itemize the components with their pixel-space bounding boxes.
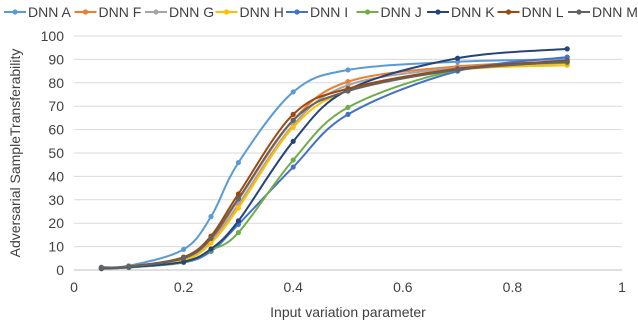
data-point-dnn-j (236, 230, 241, 235)
legend-label: DNN H (240, 4, 284, 20)
x-tick-label: 0.4 (283, 279, 303, 295)
y-tick-label: 100 (41, 28, 65, 44)
series-group (99, 46, 570, 271)
data-point-dnn-l (291, 112, 296, 117)
legend-item-dnn-f: DNN F (75, 4, 142, 20)
y-tick-label: 70 (48, 98, 64, 114)
legend-label: DNN J (381, 4, 422, 20)
data-point-dnn-k (565, 46, 570, 51)
y-tick-label: 20 (48, 215, 64, 231)
legend-swatch-marker (83, 9, 88, 14)
legend-label: DNN M (592, 4, 638, 20)
data-point-dnn-m (208, 236, 213, 241)
legend-label: DNN F (99, 4, 142, 20)
legend-item-dnn-a: DNN A (4, 4, 71, 20)
data-point-dnn-i (291, 164, 296, 169)
data-point-dnn-m (291, 118, 296, 123)
legend-swatch-marker (153, 9, 158, 14)
data-point-dnn-a (236, 160, 241, 165)
data-point-dnn-m (236, 196, 241, 201)
y-tick-label: 0 (56, 262, 64, 278)
legend-item-dnn-g: DNN G (145, 4, 214, 20)
series-line-dnn-i (101, 57, 567, 269)
x-tick-label: 0.2 (174, 279, 194, 295)
legend-item-dnn-h: DNN H (216, 4, 284, 20)
series-dnn-h (99, 63, 570, 271)
y-tick-label: 40 (48, 168, 64, 184)
data-point-dnn-j (291, 157, 296, 162)
data-point-dnn-a (345, 67, 350, 72)
data-point-dnn-k (208, 246, 213, 251)
legend-item-dnn-j: DNN J (357, 4, 422, 20)
x-axis-tick-labels: 0 0.2 0.4 0.6 0.8 1 (70, 279, 626, 295)
legend-label: DNN A (28, 4, 71, 20)
legend-label: DNN G (169, 4, 214, 20)
series-dnn-k (99, 46, 570, 271)
data-point-dnn-m (99, 265, 104, 270)
data-point-dnn-h (291, 125, 296, 130)
data-point-dnn-m (455, 67, 460, 72)
x-tick-label: 0.8 (503, 279, 523, 295)
y-tick-label: 80 (48, 75, 64, 91)
series-line-dnn-l (101, 61, 567, 268)
y-axis-title: Adversarial SampleTransferability (7, 49, 23, 258)
data-point-dnn-a (291, 89, 296, 94)
legend-item-dnn-k: DNN K (427, 4, 495, 20)
legend-item-dnn-l: DNN L (498, 4, 564, 20)
data-point-dnn-a (208, 214, 213, 219)
legend-swatch-marker (224, 9, 229, 14)
legend-swatch-marker (294, 9, 299, 14)
legend-swatch-marker (365, 9, 370, 14)
legend: DNN A DNN F DNN G DNN H DNN I DNN J DNN K DNN L… (4, 4, 638, 20)
data-point-dnn-h (236, 205, 241, 210)
data-point-dnn-m (565, 59, 570, 64)
legend-label: DNN K (451, 4, 495, 20)
legend-swatch-marker (435, 9, 440, 14)
y-tick-label: 30 (48, 192, 64, 208)
series-dnn-g (99, 59, 570, 271)
y-axis-tick-labels: 0 10 20 30 40 50 60 70 80 90 100 (41, 28, 65, 278)
data-point-dnn-k (455, 56, 460, 61)
x-tick-label: 0 (70, 279, 78, 295)
x-tick-label: 1 (618, 279, 626, 295)
legend-swatch-marker (506, 9, 511, 14)
data-point-dnn-j (345, 105, 350, 110)
data-point-dnn-k (236, 218, 241, 223)
data-point-dnn-m (181, 256, 186, 261)
legend-item-dnn-i: DNN I (286, 4, 348, 20)
y-tick-label: 10 (48, 239, 64, 255)
legend-label: DNN I (310, 4, 348, 20)
series-line-dnn-j (101, 63, 567, 269)
x-axis-title: Input variation parameter (270, 304, 426, 320)
series-dnn-a (99, 57, 570, 270)
data-point-dnn-k (291, 139, 296, 144)
y-tick-label: 50 (48, 145, 64, 161)
data-point-dnn-m (345, 88, 350, 93)
data-point-dnn-a (181, 247, 186, 252)
legend-item-dnn-m: DNN M (568, 4, 638, 20)
y-tick-label: 60 (48, 122, 64, 138)
x-tick-label: 0.6 (393, 279, 413, 295)
series-line-dnn-k (101, 49, 567, 268)
legend-swatch-marker (576, 9, 581, 14)
data-point-dnn-m (126, 264, 131, 269)
data-point-dnn-i (345, 112, 350, 117)
legend-swatch-marker (12, 9, 17, 14)
y-tick-label: 90 (48, 51, 64, 67)
legend-label: DNN L (522, 4, 564, 20)
